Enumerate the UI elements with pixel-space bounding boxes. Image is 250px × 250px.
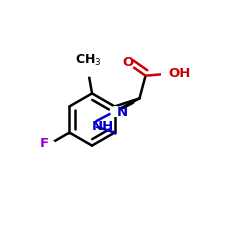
Text: OH: OH [168, 68, 191, 80]
Text: N: N [117, 106, 128, 119]
Text: O: O [123, 56, 134, 69]
Text: NH: NH [92, 120, 114, 133]
Text: F: F [40, 137, 49, 150]
Text: CH$_3$: CH$_3$ [75, 52, 101, 68]
